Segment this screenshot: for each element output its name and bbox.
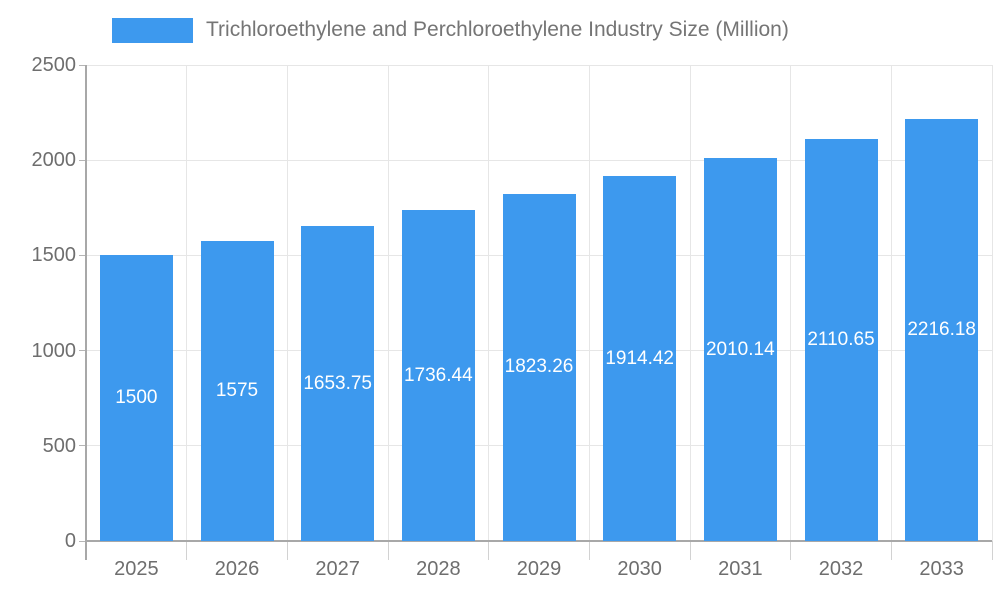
y-axis-tick bbox=[79, 540, 86, 542]
bar[interactable] bbox=[200, 241, 274, 541]
bar[interactable] bbox=[905, 119, 979, 541]
x-tick-label: 2033 bbox=[919, 558, 964, 580]
y-tick-label: 2500 bbox=[31, 54, 77, 76]
x-tick-label: 2029 bbox=[516, 558, 562, 580]
y-tick-label: 1000 bbox=[31, 339, 77, 362]
v-gridline bbox=[790, 65, 792, 541]
bar-value-label: 2010.14 bbox=[705, 338, 775, 360]
x-tick-label: 2026 bbox=[214, 558, 260, 580]
bar[interactable] bbox=[99, 255, 173, 541]
bar-value-label: 1736.44 bbox=[403, 364, 473, 386]
v-gridline bbox=[286, 65, 288, 541]
bar-value-label: 1823.26 bbox=[504, 356, 574, 378]
x-axis-tick bbox=[991, 541, 993, 560]
v-gridline bbox=[588, 65, 590, 541]
bar-value-label: 1914.42 bbox=[605, 347, 674, 369]
v-gridline bbox=[387, 65, 389, 541]
y-axis-tick bbox=[79, 445, 86, 447]
x-axis-tick bbox=[488, 541, 490, 560]
bar-value-label: 2216.18 bbox=[907, 319, 976, 341]
x-axis-tick bbox=[186, 541, 188, 560]
y-axis-tick bbox=[79, 350, 86, 352]
v-gridline bbox=[991, 65, 993, 541]
y-axis-tick bbox=[79, 254, 86, 256]
x-tick-label: 2030 bbox=[617, 558, 662, 580]
x-axis-tick bbox=[890, 541, 892, 560]
bar[interactable] bbox=[502, 193, 576, 541]
y-tick-label: 1500 bbox=[31, 244, 77, 267]
x-axis-tick bbox=[588, 541, 590, 560]
v-gridline bbox=[890, 65, 892, 541]
bar[interactable] bbox=[703, 158, 777, 541]
bar-value-label: 1653.75 bbox=[303, 372, 372, 394]
x-tick-label: 2031 bbox=[718, 558, 763, 580]
x-axis-tick bbox=[387, 541, 389, 560]
v-gridline bbox=[488, 65, 490, 541]
y-tick-label: 500 bbox=[42, 434, 76, 457]
x-tick-label: 2028 bbox=[416, 558, 461, 580]
x-axis-tick bbox=[689, 541, 691, 560]
legend-swatch[interactable] bbox=[112, 17, 193, 43]
y-axis-line bbox=[85, 65, 87, 560]
bar[interactable] bbox=[804, 139, 878, 541]
x-tick-label: 2027 bbox=[315, 558, 360, 580]
bar[interactable] bbox=[603, 176, 677, 541]
legend: Trichloroethylene and Perchloroethylene … bbox=[112, 14, 789, 46]
bar-value-label: 2110.65 bbox=[807, 329, 875, 351]
bar-value-label: 1500 bbox=[115, 387, 158, 409]
x-tick-label: 2032 bbox=[818, 558, 864, 580]
bar[interactable] bbox=[301, 226, 375, 541]
bar-value-label: 1575 bbox=[215, 380, 259, 402]
v-gridline bbox=[186, 65, 188, 541]
y-tick-label: 0 bbox=[64, 530, 76, 552]
x-axis-tick bbox=[790, 541, 792, 560]
v-gridline bbox=[689, 65, 691, 541]
y-tick-label: 2000 bbox=[31, 149, 77, 172]
h-gridline bbox=[86, 64, 992, 66]
legend-label: Trichloroethylene and Perchloroethylene … bbox=[206, 18, 789, 41]
x-axis-tick bbox=[286, 541, 288, 560]
bar[interactable] bbox=[401, 210, 475, 541]
legend-item[interactable]: Trichloroethylene and Perchloroethylene … bbox=[112, 17, 789, 43]
h-gridline bbox=[86, 159, 992, 161]
y-axis-tick bbox=[79, 159, 86, 161]
x-tick-label: 2025 bbox=[114, 558, 159, 580]
y-axis-tick bbox=[79, 64, 86, 66]
x-axis-line bbox=[85, 540, 992, 542]
